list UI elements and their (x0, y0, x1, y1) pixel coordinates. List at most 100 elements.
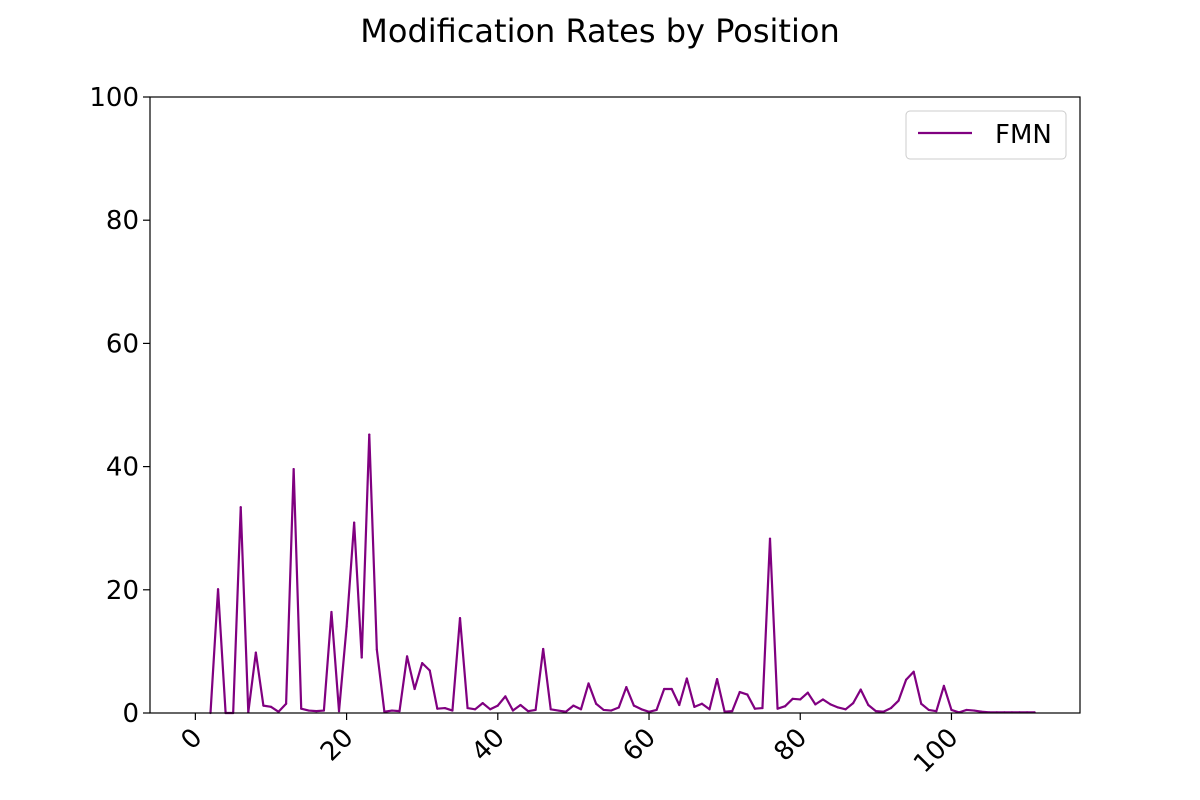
data-point (746, 693, 749, 696)
data-point (413, 687, 416, 691)
data-point (950, 708, 953, 712)
data-point (489, 708, 492, 711)
legend: FMN (905, 110, 1067, 160)
data-point (738, 690, 741, 694)
data-point (723, 710, 726, 713)
y-tick-label: 0 (122, 699, 139, 729)
data-point (307, 709, 310, 712)
data-point (337, 710, 341, 713)
data-point (897, 699, 900, 702)
data-point (216, 588, 220, 591)
x-tick-label: 40 (466, 723, 511, 768)
data-point (920, 702, 923, 705)
data-point (277, 710, 280, 713)
y-axis: 0 20 40 60 80 100 (89, 83, 150, 729)
plot-frame (149, 96, 1081, 714)
y-tick-label: 80 (106, 206, 139, 236)
data-point (942, 684, 946, 688)
data-point (315, 710, 318, 713)
data-point (700, 702, 704, 705)
data-point (731, 710, 734, 713)
y-tick-label: 100 (89, 83, 139, 113)
data-point (889, 706, 893, 710)
x-tick-label: 0 (175, 723, 208, 756)
data-point (647, 710, 651, 713)
data-point (549, 708, 552, 711)
data-point (595, 702, 598, 705)
data-point (474, 708, 477, 711)
data-point (526, 710, 530, 713)
y-tick-label: 20 (106, 576, 139, 606)
data-point (421, 662, 424, 665)
data-point (300, 707, 303, 710)
data-point (927, 708, 930, 712)
data-point (836, 706, 840, 709)
data-point (602, 708, 605, 712)
data-point (285, 702, 288, 705)
data-point (254, 651, 257, 654)
data-point (451, 709, 454, 712)
data-point (345, 625, 348, 628)
chart-title: Modification Rates by Position (360, 12, 839, 50)
series-line-fmn (209, 433, 1035, 715)
data-point (322, 709, 325, 712)
data-point (368, 433, 371, 436)
data-point (655, 708, 658, 712)
data-point (768, 537, 772, 540)
data-point (663, 687, 666, 691)
x-tick-label: 20 (315, 723, 360, 768)
data-point (504, 695, 507, 698)
data-point (617, 706, 620, 709)
data-point (625, 686, 628, 689)
data-point (390, 709, 394, 712)
data-point (542, 647, 545, 651)
data-point (557, 709, 560, 712)
data-point (670, 687, 673, 691)
data-point (239, 506, 242, 509)
data-point (572, 704, 575, 707)
plot-area (150, 97, 1080, 713)
data-point (443, 706, 446, 710)
data-point (685, 677, 688, 680)
data-point (799, 698, 802, 701)
data-point (579, 708, 583, 711)
data-point (973, 709, 976, 712)
data-point (905, 678, 908, 681)
x-tick-label: 80 (769, 723, 814, 768)
data-point (784, 705, 787, 708)
y-tick-label: 40 (106, 453, 139, 483)
data-point (821, 698, 825, 701)
x-axis: 0 20 40 60 80 100 (175, 713, 964, 779)
data-point (980, 710, 983, 713)
data-point (708, 708, 711, 711)
data-point (806, 691, 809, 694)
data-point (496, 704, 499, 707)
legend-label-fmn: FMN (995, 120, 1052, 150)
y-tick-label: 60 (106, 329, 139, 359)
data-point (852, 702, 855, 705)
data-point (398, 710, 401, 713)
data-point (519, 703, 522, 707)
data-point (791, 697, 794, 700)
data-point (330, 610, 333, 614)
data-point (292, 467, 295, 471)
data-point (678, 703, 681, 707)
x-tick-label: 100 (908, 723, 964, 779)
data-point (965, 708, 968, 712)
data-point (405, 655, 409, 658)
data-point (511, 709, 515, 712)
data-point (874, 710, 877, 713)
data-point (867, 703, 870, 707)
data-point (632, 704, 636, 707)
x-tick-label: 60 (617, 723, 662, 768)
data-point (829, 703, 832, 706)
data-point (912, 670, 915, 673)
data-point (262, 704, 265, 707)
data-point (353, 521, 356, 524)
data-point (640, 708, 643, 711)
data-point (693, 705, 696, 708)
data-point (859, 688, 862, 691)
data-point (587, 682, 590, 685)
legend-box (905, 110, 1067, 160)
